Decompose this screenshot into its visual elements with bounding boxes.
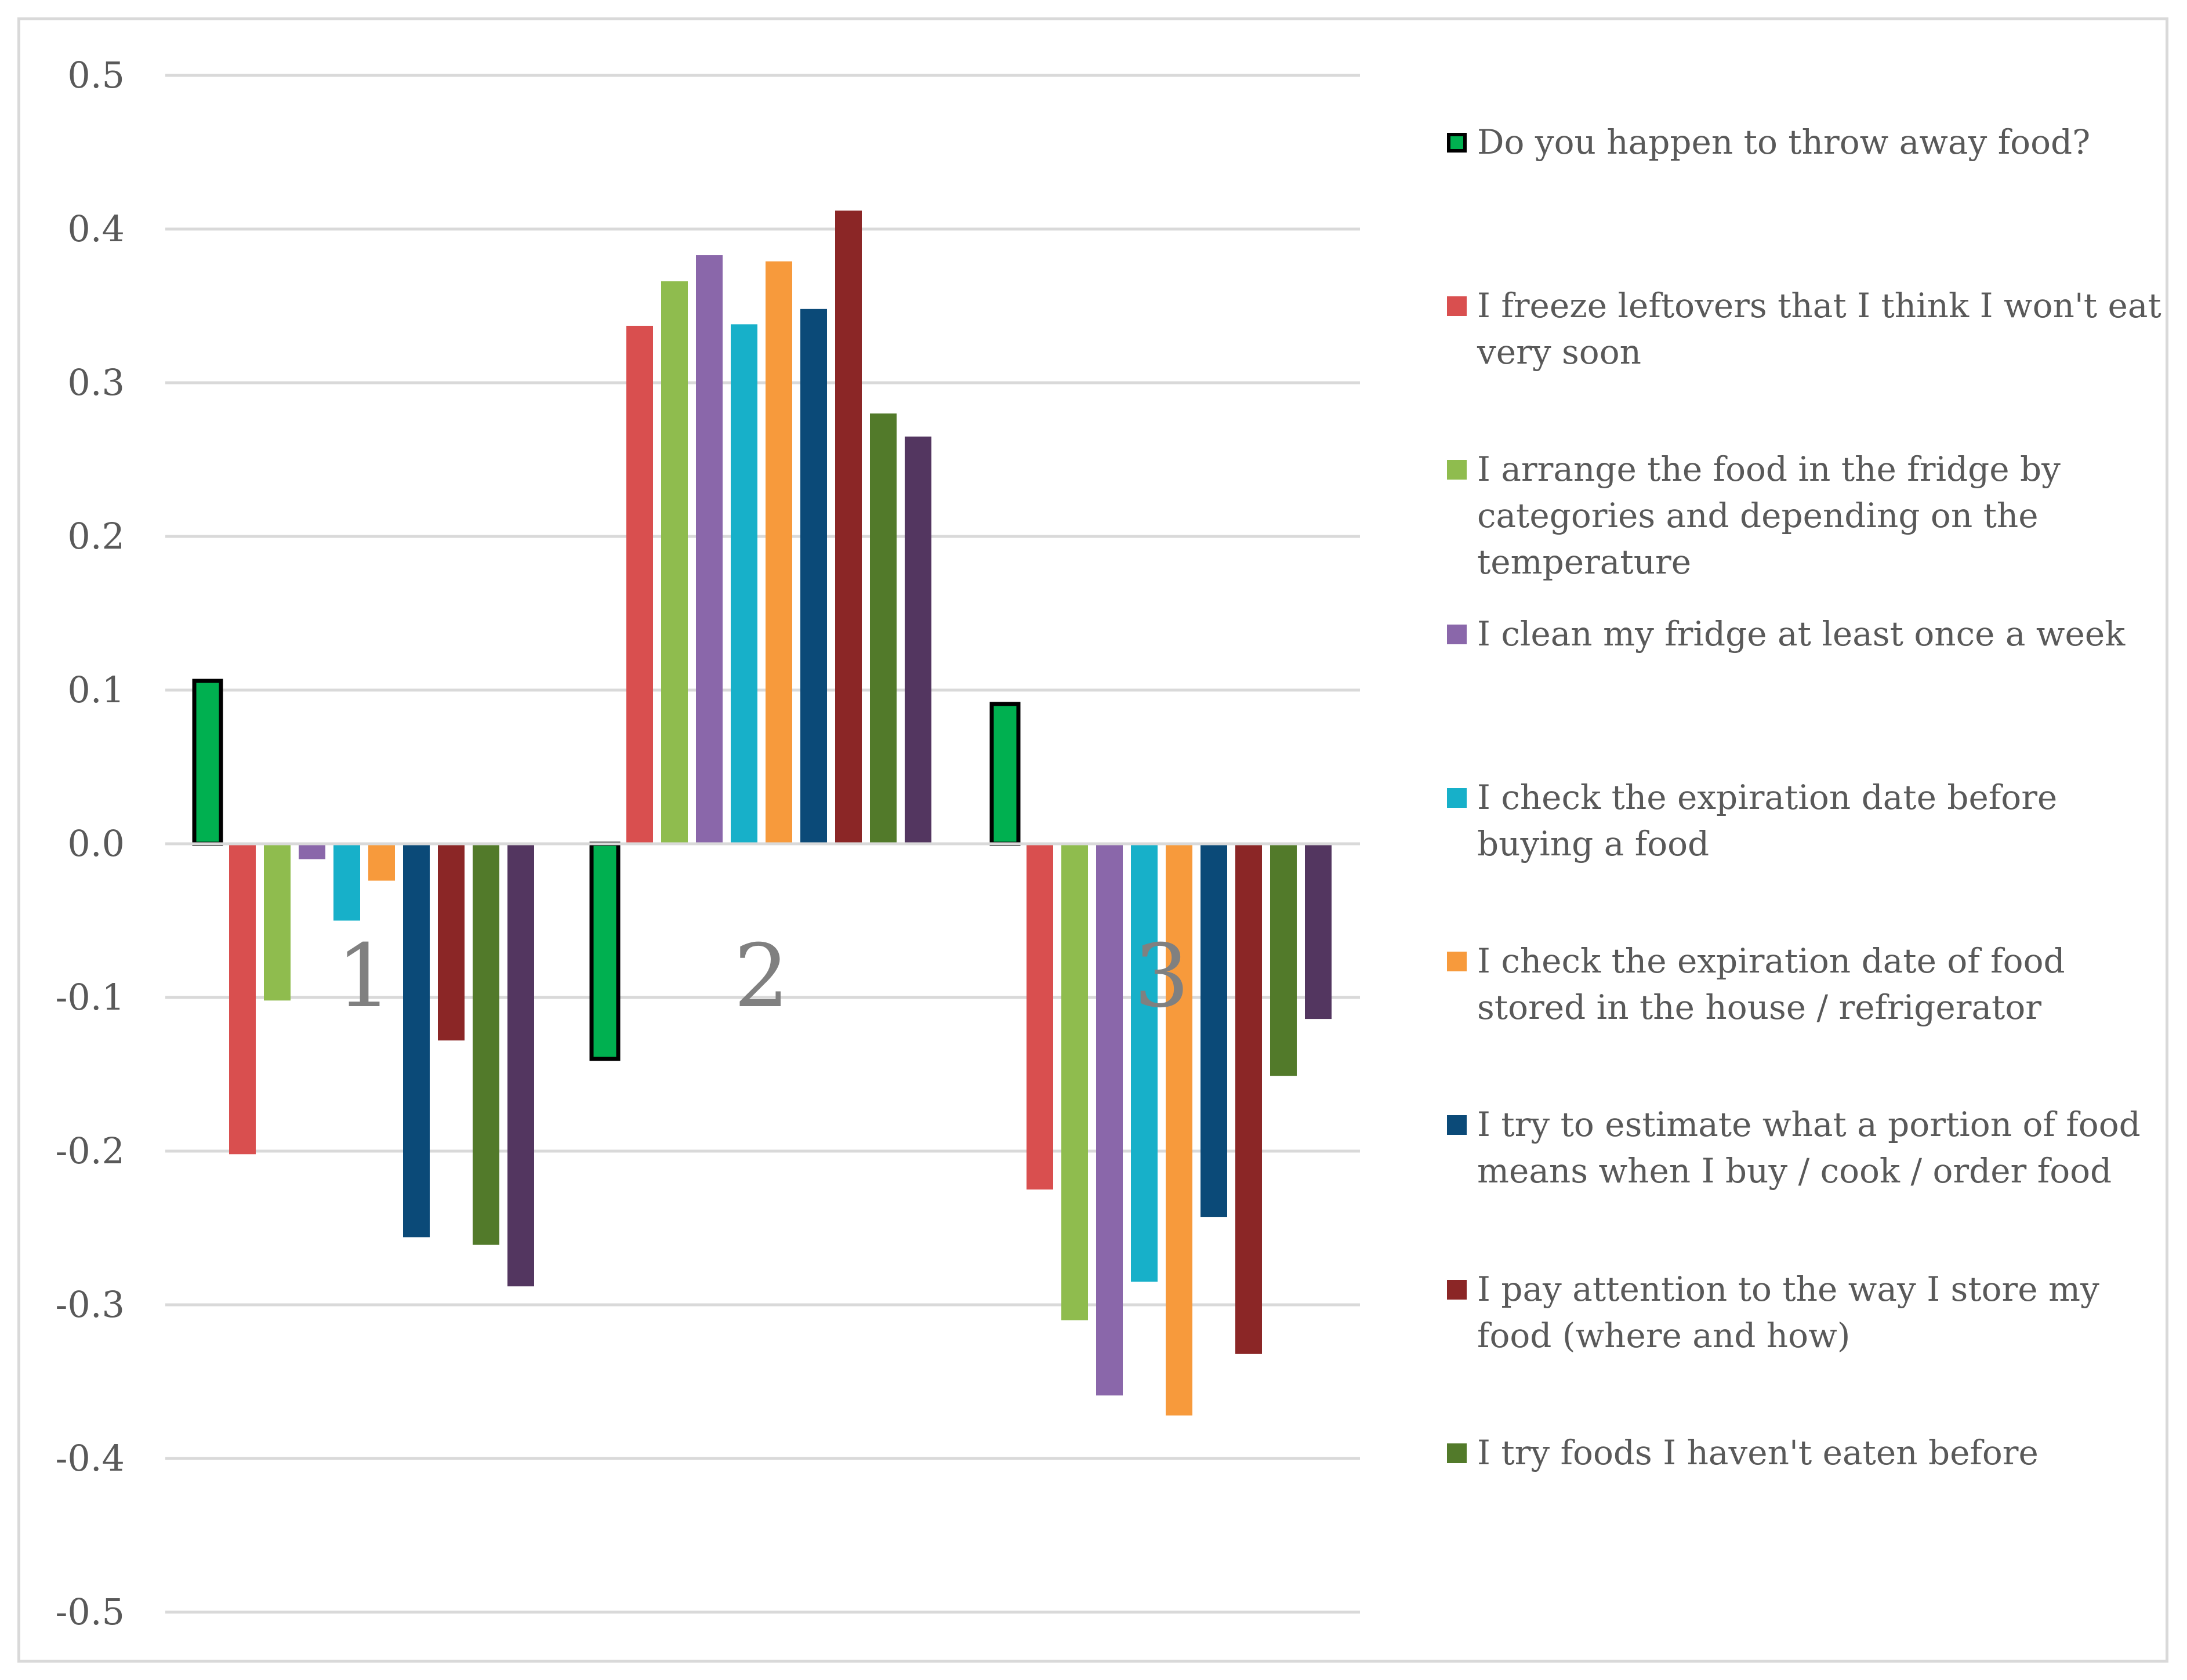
bar-group-1-series-2 [229, 844, 256, 1155]
y-tick-label: -0.2 [55, 1130, 125, 1172]
bar-group-1-series-10 [507, 844, 534, 1287]
bar-group-3-series-5 [1131, 844, 1158, 1282]
bar-group-1-series-9 [473, 844, 499, 1245]
chart-frame: 0.5 0.4 0.3 0.2 0.1 0.0 -0.1 -0.2 -0.3 -0.4 -0.5 1… [17, 17, 2168, 1663]
bar-group-2-series-5 [731, 324, 757, 844]
legend-label: I pay attention to the way I store my fo… [1477, 1269, 2099, 1355]
y-tick-label: 0.2 [67, 515, 125, 557]
bar-group-2-series-7 [800, 309, 827, 844]
bar-group-1-series-5 [333, 844, 360, 921]
legend-swatch [1447, 788, 1467, 808]
bar-group-2-series-10 [905, 436, 931, 844]
legend-item: I try foods I haven't eaten before [1447, 1429, 2178, 1476]
bar-group-1-series-3 [264, 844, 291, 1001]
bar-group-2-series-2 [626, 325, 653, 844]
legend-label: I clean my fridge at least once a week [1477, 614, 2126, 654]
bar-group-3-series-9 [1270, 844, 1297, 1076]
legend-label: I check the expiration date before buyin… [1477, 778, 2058, 863]
legend-item: Do you happen to throw away food? [1447, 119, 2178, 165]
y-tick-label: 0.3 [67, 361, 125, 404]
category-label-1: 1 [336, 926, 391, 1027]
legend-swatch [1447, 1280, 1467, 1300]
legend-swatch [1447, 460, 1467, 480]
bar-group-3-series-1 [989, 702, 1021, 846]
legend-item: I try to estimate what a portion of food… [1447, 1101, 2178, 1194]
bar-group-3-series-4 [1096, 844, 1123, 1396]
bar-group-3-series-10 [1305, 844, 1332, 1019]
legend-item: I pay attention to the way I store my fo… [1447, 1266, 2178, 1359]
bar-group-2-series-6 [766, 261, 792, 844]
legend-swatch [1447, 1115, 1467, 1135]
legend-item: I check the expiration date before buyin… [1447, 774, 2178, 867]
bar-group-1-series-7 [403, 844, 430, 1238]
legend-item: I check the expiration date of food stor… [1447, 938, 2178, 1031]
legend-swatch [1447, 625, 1467, 644]
bars [192, 211, 1332, 1416]
legend-label: I arrange the food in the fridge by cate… [1477, 449, 2061, 582]
category-labels: 1 2 3 [336, 926, 1189, 1027]
bar-group-3-series-7 [1201, 844, 1227, 1217]
category-label-2: 2 [734, 926, 789, 1027]
y-axis-tick-labels: 0.5 0.4 0.3 0.2 0.1 0.0 -0.1 -0.2 -0.3 -0.4 -0.5 [55, 54, 125, 1633]
legend-item: I freeze leftovers that I think I won't … [1447, 282, 2178, 375]
bar-group-1-series-4 [299, 844, 325, 859]
legend-item: I clean my fridge at least once a week [1447, 611, 2178, 657]
legend-label: I try foods I haven't eaten before [1477, 1433, 2039, 1472]
bar-chart: 0.5 0.4 0.3 0.2 0.1 0.0 -0.1 -0.2 -0.3 -0.4 -0.5 1… [55, 54, 1360, 1633]
bar-group-3-series-2 [1027, 844, 1053, 1190]
y-tick-label: 0.5 [67, 54, 125, 96]
bar-group-2-series-8 [835, 211, 862, 844]
legend-swatch [1447, 296, 1467, 316]
legend-item: I arrange the food in the fridge by cate… [1447, 446, 2178, 585]
y-tick-label: 0.0 [67, 822, 125, 865]
y-tick-label: 0.1 [67, 669, 125, 711]
legend-label: Do you happen to throw away food? [1477, 122, 2091, 162]
bar-group-3-series-6 [1166, 844, 1192, 1416]
legend-swatch [1447, 952, 1467, 971]
y-tick-label: 0.4 [67, 208, 125, 250]
bar-group-2-series-4 [696, 255, 723, 844]
legend-label: I check the expiration date of food stor… [1477, 941, 2065, 1027]
legend-label: I try to estimate what a portion of food… [1477, 1105, 2141, 1191]
bar-group-2-series-1 [589, 841, 621, 1061]
y-tick-label: -0.1 [55, 976, 125, 1018]
legend-swatch [1447, 133, 1467, 153]
y-tick-label: -0.5 [55, 1591, 125, 1633]
y-tick-label: -0.3 [55, 1283, 125, 1326]
y-tick-label: -0.4 [55, 1437, 125, 1479]
category-label-3: 3 [1134, 926, 1189, 1027]
legend-label: I freeze leftovers that I think I won't … [1477, 286, 2161, 372]
bar-group-2-series-3 [661, 281, 688, 844]
bar-group-3-series-3 [1061, 844, 1088, 1320]
bar-group-3-series-8 [1235, 844, 1262, 1354]
bar-group-1-series-1 [192, 678, 223, 846]
legend-swatch [1447, 1443, 1467, 1463]
bar-group-1-series-6 [368, 844, 395, 881]
bar-group-1-series-8 [438, 844, 465, 1041]
bar-group-2-series-9 [870, 413, 897, 844]
